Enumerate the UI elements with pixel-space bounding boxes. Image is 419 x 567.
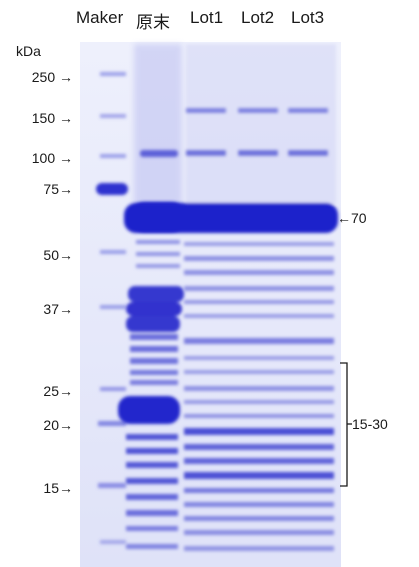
- kda-unit-label: kDa: [16, 43, 41, 59]
- lane-label-lot1: Lot1: [190, 8, 224, 27]
- marker-label-50: 50→: [43, 247, 73, 263]
- lot-lanes: [124, 44, 338, 551]
- marker-label-37: 37→: [43, 301, 73, 317]
- lane-label-lot2: Lot2: [241, 8, 275, 27]
- band-70-label: ←70: [337, 210, 367, 226]
- lane-label-raw: 原末: [136, 13, 170, 32]
- lane-label-lot3: Lot3: [291, 8, 325, 27]
- lane-label-maker: Maker: [76, 8, 124, 27]
- marker-label-150: 150 →: [31, 110, 73, 126]
- marker-label-15: 15→: [43, 480, 73, 496]
- marker-label-25: 25→: [43, 383, 73, 399]
- marker-label-75: 75→: [43, 181, 73, 197]
- marker-label-100: 100 →: [31, 150, 73, 166]
- range-15-30-label: 15-30: [352, 416, 388, 432]
- marker-label-250: 250 →: [31, 69, 73, 85]
- range-bracket: [340, 362, 352, 487]
- marker-label-20: 20→: [43, 417, 73, 433]
- marker-lane: [96, 72, 128, 544]
